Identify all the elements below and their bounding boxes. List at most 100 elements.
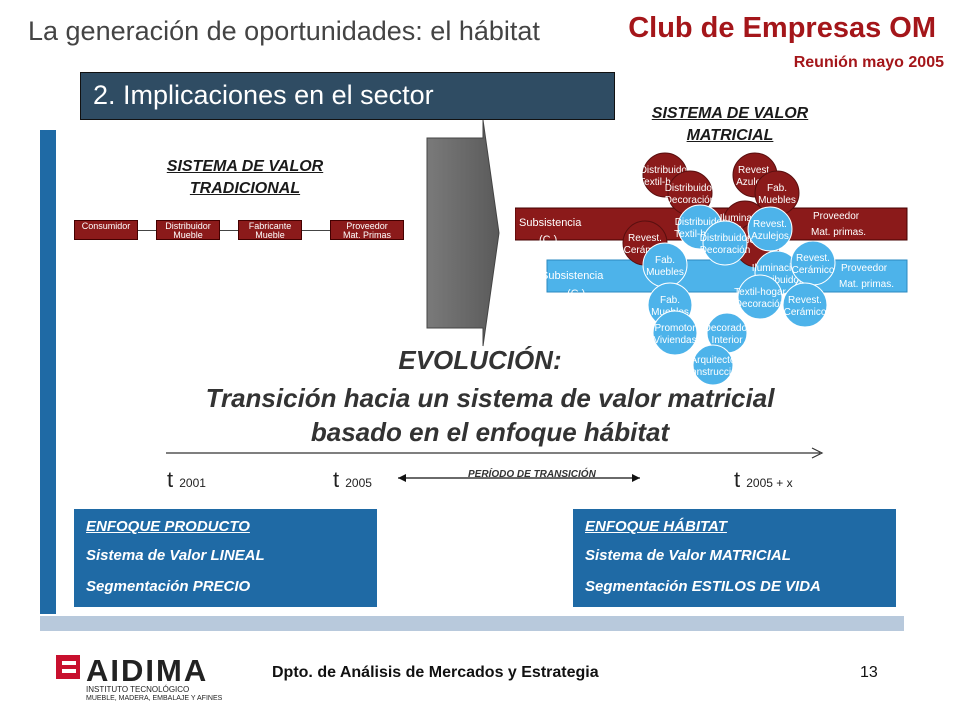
footer-department: Dpto. de Análisis de Mercados y Estrateg… [272, 664, 599, 681]
matrix-node [692, 344, 734, 385]
matrix-title-line1: SISTEMA DE VALOR [651, 105, 809, 122]
matrix-node-label: Construcción [684, 367, 742, 378]
matrix-node-label: Revest. [738, 165, 772, 176]
matrix-node [652, 310, 698, 356]
chain-distributor: Distribuidor Mueble [156, 220, 220, 240]
evolution-text: Transición hacia un sistema de valor mat… [0, 381, 960, 449]
matrix-node-label: Decoración [700, 245, 751, 256]
matrix-light-provider: Proveedor [841, 263, 888, 274]
time-2001: t 2001 [167, 467, 206, 493]
matrix-node-label: Revest. [788, 295, 822, 306]
matrix-light-nodes: DistribuidorTextil-hogarDistribuidorDeco… [642, 204, 836, 385]
matrix-node-label: Distribuidor [700, 233, 751, 244]
chain-connector [220, 230, 238, 231]
time-sub: 2005 [345, 476, 372, 490]
matrix-dark-subsistence: Subsistencia [519, 217, 582, 229]
matrix-node-label: Iluminación [720, 213, 771, 224]
chain-label: Mueble [173, 230, 203, 240]
chain-label: Fabricante [248, 221, 292, 231]
matrix-node-label: Azulejos [736, 177, 774, 188]
matrix-node-label: Distribuidor [675, 217, 726, 228]
chain-label: Mat. Primas Mueble [342, 230, 391, 249]
habitat-approach-box: ENFOQUE HÁBITAT Sistema de Valor MATRICI… [573, 509, 896, 607]
chain-consumer: Consumidor [74, 220, 138, 240]
time-t: t [167, 467, 174, 492]
matrix-title-line2: MATRICIAL [686, 127, 774, 144]
traditional-title-line1: SISTEMA DE VALOR [166, 158, 324, 175]
transition-arrow-icon [426, 119, 500, 347]
matrix-node [782, 282, 828, 328]
time-2005x: t 2005 + x [734, 467, 793, 493]
matrix-node-label: Distribuidor [640, 165, 691, 176]
left-accent-bar [40, 130, 56, 614]
matrix-node-label: Revest. [628, 233, 662, 244]
right-box-line2: Sistema de Valor MATRICIAL [585, 547, 791, 564]
matrix-node-label: Cerámico [624, 245, 667, 256]
matrix-diagram: DistribuidorTextil-hogarDistribuidorDeco… [515, 152, 908, 385]
matrix-node-label: Fab. [660, 295, 680, 306]
meeting-date: Reunión mayo 2005 [793, 54, 944, 71]
time-2005: t 2005 [333, 467, 372, 493]
left-box-line2: Sistema de Valor LINEAL [86, 547, 265, 564]
matrix-node-label: Iluminación [752, 263, 803, 274]
chain-label: Mueble [255, 230, 285, 240]
matrix-node-label: Muebles [646, 267, 684, 278]
chain-label: Consumidor [81, 221, 131, 231]
right-box-line1: ENFOQUE HÁBITAT [585, 518, 727, 535]
club-name: Club de Empresas OM [628, 12, 936, 44]
aidima-logo-text: AIDIMA [86, 653, 209, 688]
matrix-node-label: Arquitecto [690, 355, 735, 366]
product-approach-box: ENFOQUE PRODUCTO Sistema de Valor LINEAL… [74, 509, 377, 607]
matrix-node-label: Interior [711, 335, 743, 346]
matrix-light-consumer: (C ) [567, 288, 585, 300]
matrix-node-label: Textil-hogar [674, 229, 726, 240]
bottom-accent-bar [40, 616, 904, 631]
chain-connector [302, 230, 330, 231]
chain-provider: Proveedor Mat. Primas Mueble [330, 220, 404, 249]
chain-label: Distribuidor [165, 221, 211, 231]
matrix-title: SISTEMA DE VALOR MATRICIAL [600, 103, 860, 147]
timeline [166, 447, 824, 482]
matrix-node-label: Muebles [758, 195, 796, 206]
matrix-dark-provider-sub: Mat. primas. [811, 227, 866, 238]
left-box-line1: ENFOQUE PRODUCTO [86, 518, 250, 535]
section-banner: 2. Implicaciones en el sector [80, 72, 615, 120]
aidima-logo-sub1: INSTITUTO TECNOLÓGICO [86, 685, 190, 694]
matrix-dark-consumer: (C ) [539, 234, 557, 246]
page-number: 13 [860, 664, 878, 681]
evolution-heading: EVOLUCIÓN: [398, 345, 562, 375]
transition-period-label: PERÍODO DE TRANSICIÓN [468, 469, 596, 480]
evolution-line1: Transición hacia un sistema de valor mat… [205, 383, 775, 413]
chain-label: Proveedor [346, 221, 388, 231]
matrix-node [737, 274, 783, 320]
matrix-light-provider-sub: Mat. primas. [839, 279, 894, 290]
traditional-title: SISTEMA DE VALOR TRADICIONAL [110, 156, 380, 200]
aidima-logo-icon [56, 655, 80, 679]
matrix-node-label: Viviendas [653, 335, 696, 346]
matrix-node-label: Promotor [654, 323, 696, 334]
chain-manufacturer: Fabricante Mueble [238, 220, 302, 240]
matrix-node-label: Distribuidor [752, 275, 803, 286]
matrix-node-label: Distribuidor [665, 183, 716, 194]
aidima-logo-sub2: MUEBLE, MADERA, EMBALAJE Y AFINES [86, 695, 223, 702]
matrix-dark-provider: Proveedor [813, 211, 860, 222]
matrix-node-label: Azulejos [751, 231, 789, 242]
slide-title: La generación de oportunidades: el hábit… [28, 16, 540, 46]
chain-connector [138, 230, 156, 231]
matrix-node-label: Cerámico [792, 265, 835, 276]
matrix-node-label: Textil-hogar [734, 287, 786, 298]
matrix-node-label: Decoración [735, 299, 786, 310]
matrix-node-label: Revest. [753, 219, 787, 230]
matrix-node [747, 206, 793, 252]
matrix-node-label: Fab. [767, 183, 787, 194]
time-sub: 2001 [179, 476, 206, 490]
traditional-title-line2: TRADICIONAL [189, 180, 301, 197]
time-sub: 2005 + x [746, 476, 793, 490]
matrix-node-label: Decoración [665, 195, 716, 206]
matrix-node-label: Textil-hogar [639, 177, 691, 188]
matrix-node-label: Decorador [704, 323, 751, 334]
matrix-node [702, 220, 748, 266]
matrix-light-subsistence: Subsistencia [541, 270, 604, 282]
right-box-line3: Segmentación ESTILOS DE VIDA [585, 578, 821, 595]
time-t: t [734, 467, 741, 492]
